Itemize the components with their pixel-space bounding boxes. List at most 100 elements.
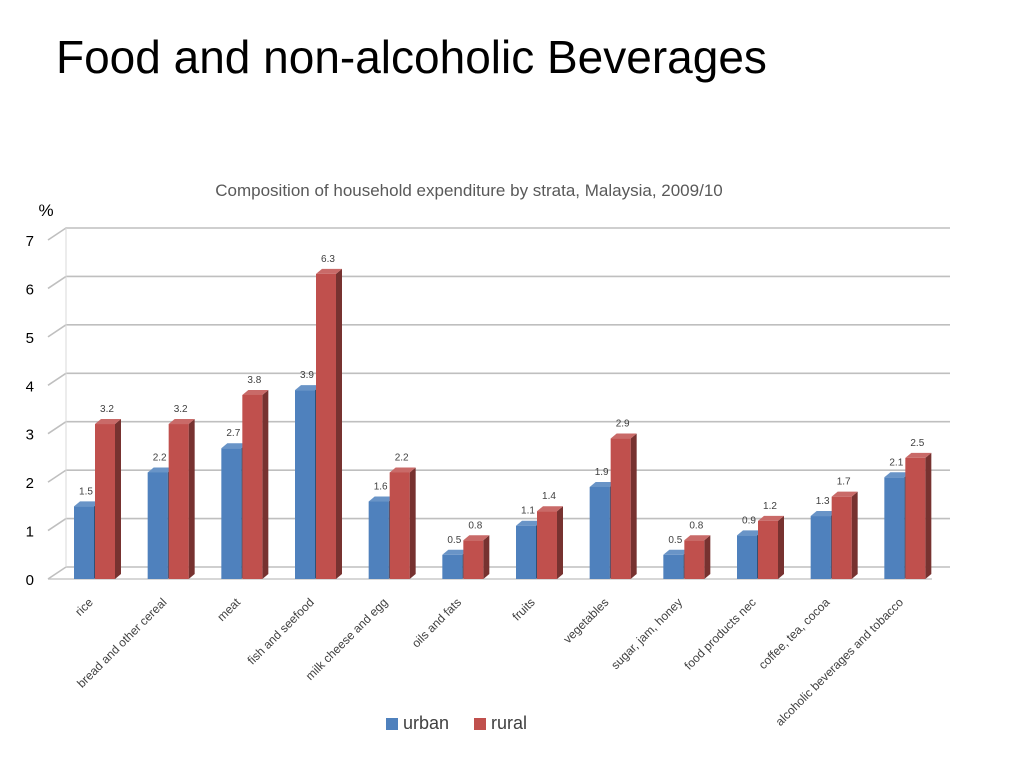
legend-label-urban: urban	[403, 713, 449, 733]
x-tick-label: coffee, tea, cocoa	[756, 595, 833, 672]
bar-front	[442, 554, 463, 579]
bar-side	[409, 467, 416, 579]
bar-top	[905, 452, 932, 458]
data-label: 0.5	[447, 535, 461, 546]
bar-front	[95, 424, 115, 579]
bar-front	[147, 472, 168, 579]
bar-front	[168, 424, 189, 579]
x-tick-label: fruits	[509, 595, 537, 623]
bar-front	[463, 540, 484, 579]
y-tick-label: 5	[26, 330, 34, 347]
bar-side	[188, 419, 195, 579]
bar-front	[610, 438, 631, 579]
bar-front	[737, 535, 757, 579]
bar-side	[778, 515, 784, 579]
data-label: 0.8	[468, 520, 482, 531]
data-label: 3.2	[100, 404, 114, 415]
bar-side	[704, 535, 711, 579]
data-label: 2.9	[616, 419, 630, 430]
bar-rural	[463, 535, 490, 579]
data-label: 1.3	[816, 496, 830, 507]
gridline	[47, 324, 950, 338]
bar-rural	[389, 467, 416, 579]
bar-side	[115, 419, 121, 579]
bar-front	[684, 540, 705, 579]
bar-rural	[610, 433, 637, 579]
bar-front	[537, 511, 557, 579]
data-label: 3.2	[174, 404, 188, 415]
data-label: 1.2	[763, 501, 777, 512]
bar-side	[925, 452, 932, 579]
y-tick-label: 7	[26, 233, 34, 250]
bar-top	[389, 467, 416, 473]
chart-title: Composition of household expenditure by …	[215, 181, 722, 200]
y-tick-label: 3	[26, 427, 34, 444]
data-label: 2.2	[395, 452, 409, 463]
data-label: 0.9	[742, 515, 756, 526]
bar-side	[483, 535, 490, 579]
bar-top	[758, 515, 784, 521]
bar-top	[295, 385, 321, 391]
legend-swatch-urban	[386, 718, 398, 730]
bar-rural	[168, 419, 195, 579]
bar-top	[831, 491, 858, 497]
bar-top	[168, 419, 195, 425]
x-tick-label: fish and seefood	[245, 595, 317, 667]
gridline	[47, 227, 950, 241]
bar-front	[316, 273, 336, 579]
x-tick-label: alcoholic beverages and tobacco	[773, 595, 907, 729]
bar-rural	[905, 452, 932, 579]
bar-side	[557, 506, 563, 579]
x-tick-label: milk cheese and egg	[303, 595, 391, 683]
bar-front	[295, 390, 315, 579]
bar-top	[442, 549, 469, 555]
data-label: 1.1	[521, 506, 535, 517]
bar-front	[905, 457, 926, 579]
x-tick-label: sugar, jam, honey	[608, 595, 685, 672]
data-label: 3.8	[247, 375, 261, 386]
gridline	[47, 275, 950, 290]
bar-front	[242, 394, 263, 579]
bar-front	[810, 516, 831, 579]
bar-top	[537, 506, 563, 512]
y-tick-label: 4	[26, 378, 34, 395]
data-label: 1.5	[79, 486, 93, 497]
bar-top	[516, 520, 542, 526]
y-tick-label: 2	[26, 475, 34, 492]
bar-rural	[242, 389, 269, 579]
bar-top	[368, 496, 395, 502]
bar-side	[336, 268, 342, 579]
bar-top	[95, 419, 121, 425]
data-label: 1.7	[837, 477, 851, 488]
data-label: 2.2	[153, 452, 167, 463]
bar-top	[316, 268, 342, 274]
x-tick-label: oils and fats	[409, 595, 464, 650]
bar-rural	[758, 515, 784, 579]
legend-label-rural: rural	[491, 713, 527, 733]
x-tick-label: rice	[72, 595, 96, 619]
bar-front	[368, 501, 389, 579]
bar-top	[147, 467, 174, 473]
bar-rural	[684, 535, 711, 579]
legend-swatch-rural	[474, 718, 486, 730]
bar-top	[242, 389, 269, 395]
data-label: 6.3	[321, 254, 335, 265]
bar-side	[851, 491, 858, 579]
bar-front	[221, 448, 242, 579]
legend: urban rural	[386, 713, 527, 733]
bar-front	[74, 506, 94, 579]
bar-top	[663, 549, 690, 555]
y-axis-label: %	[38, 201, 53, 220]
data-label: 2.1	[889, 457, 903, 468]
bar-front	[831, 496, 852, 579]
bar-top	[463, 535, 490, 541]
bar-top	[221, 443, 248, 449]
data-label: 3.9	[300, 370, 314, 381]
data-label: 1.4	[542, 491, 556, 502]
data-label: 1.9	[595, 467, 609, 478]
bar-front	[884, 477, 905, 579]
bar-top	[810, 511, 837, 517]
